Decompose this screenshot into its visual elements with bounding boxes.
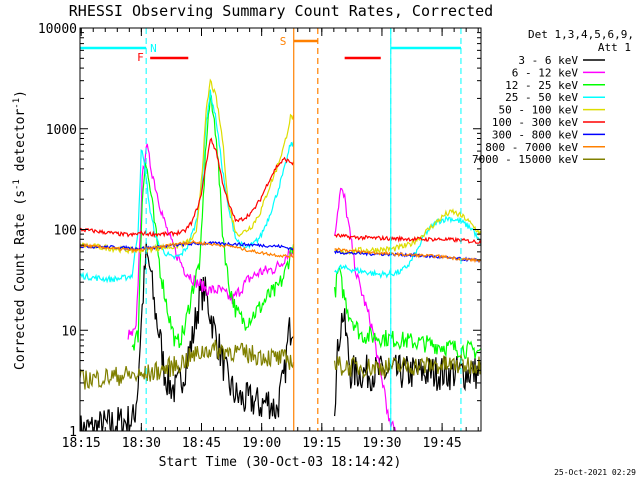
series-line <box>80 89 481 284</box>
series-line <box>80 137 481 245</box>
x-tick-label: 19:30 <box>362 436 401 451</box>
y-axis-label-part: -1 <box>12 179 22 190</box>
legend-entry-label: 12 - 25 keV <box>505 79 578 92</box>
night-label: N <box>150 42 157 55</box>
chart-title: RHESSI Observing Summary Count Rates, Co… <box>69 2 493 20</box>
y-tick-label: 1000 <box>46 123 77 138</box>
y-axis-label-part: -1 <box>12 98 22 109</box>
y-axis-label: Corrected Count Rate (s-1 detector-1) <box>12 90 28 370</box>
legend-entry-label: 300 - 800 keV <box>492 128 578 141</box>
flare-label: F <box>137 51 144 64</box>
series-line <box>80 78 481 256</box>
x-tick-label: 19:00 <box>242 436 281 451</box>
series-line <box>80 339 481 390</box>
x-tick-label: 18:15 <box>62 436 101 451</box>
series-layer <box>80 78 481 431</box>
legend-entry-label: 800 - 7000 keV <box>485 141 578 154</box>
axes-layer: 1 10 100 1000 10000 18:15 18:30 18:45 19:00 19:15… <box>38 22 481 451</box>
saa-label: S <box>280 35 287 48</box>
footer-date: 25-Oct-2021 02:29 <box>554 468 636 477</box>
legend-header: Det 1,3,4,5,6,9, <box>528 28 634 41</box>
legend-entry-label: 50 - 100 keV <box>499 104 579 117</box>
annotation-layer: S FN <box>80 28 462 431</box>
series-line <box>80 239 481 264</box>
y-axis-label-part: Corrected Count Rate (s <box>13 190 28 370</box>
legend-entry-label: 7000 - 15000 keV <box>472 153 578 166</box>
x-tick-label: 18:30 <box>122 436 161 451</box>
series-line <box>131 95 481 360</box>
x-axis-label: Start Time (30-Oct-03 18:14:42) <box>159 455 402 470</box>
legend-entry-label: 25 - 50 keV <box>505 91 578 104</box>
y-tick-label: 1 <box>69 425 77 440</box>
legend-entry-label: 100 - 300 keV <box>492 116 578 129</box>
x-tick-label: 18:45 <box>182 436 221 451</box>
y-axis-label-part: ) <box>13 90 28 98</box>
y-tick-label: 10000 <box>38 22 77 37</box>
legend-entry-label: 6 - 12 keV <box>512 66 579 79</box>
x-tick-label: 19:45 <box>423 436 462 451</box>
y-axis-label-part: detector <box>13 109 28 180</box>
y-tick-label: 10 <box>61 324 77 339</box>
series-line <box>127 143 397 431</box>
x-tick-label: 19:15 <box>302 436 341 451</box>
legend-header: Att 1 <box>598 41 631 54</box>
y-tick-label: 100 <box>54 224 77 239</box>
legend-entry-label: 3 - 6 keV <box>518 54 578 67</box>
